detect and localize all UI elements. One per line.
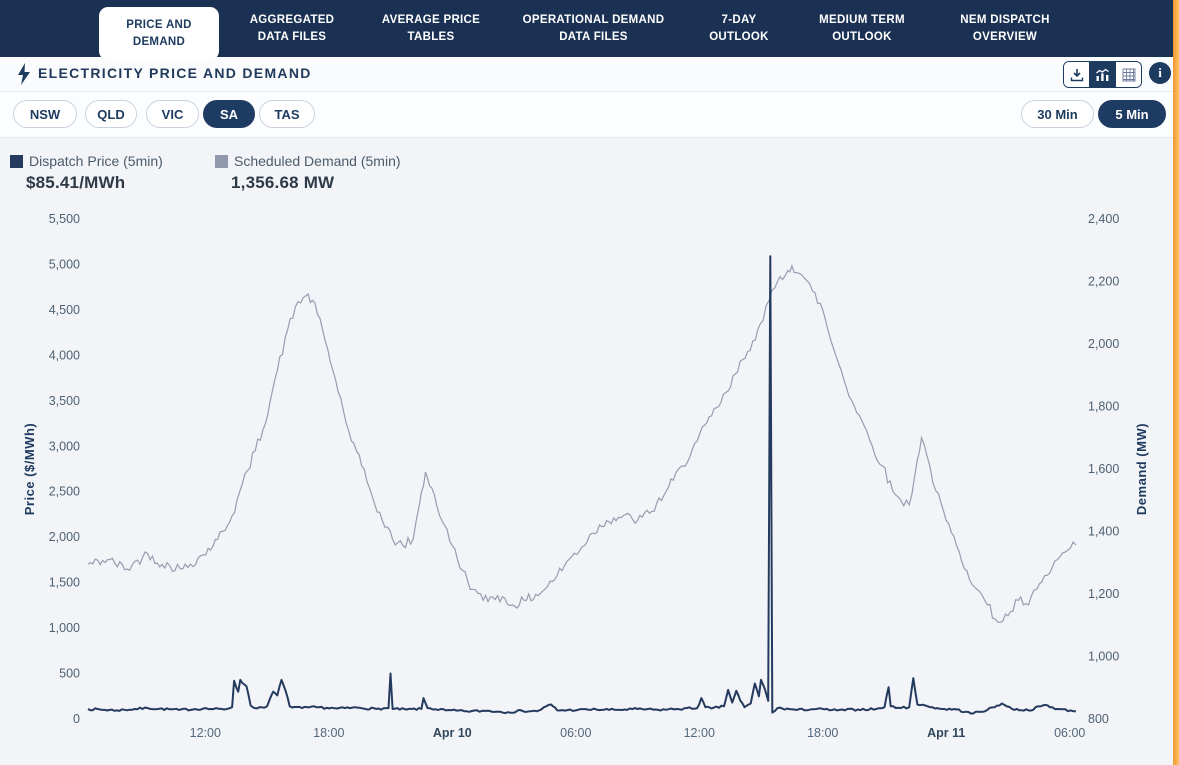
demand-axis-tick: 2,200 [1088, 275, 1119, 289]
price-current-value: $85.41/MWh [26, 173, 126, 192]
chart-icon [1096, 68, 1109, 81]
view-toggle-group [1063, 61, 1142, 88]
tab-label: NEM DISPATCH [960, 14, 1050, 27]
table-grid-icon [1122, 68, 1135, 81]
x-axis-tick: Apr 10 [433, 726, 472, 740]
lightning-bolt-icon [18, 63, 30, 85]
tab-label: AGGREGATED [249, 14, 335, 27]
price-line [87, 255, 1076, 715]
price-legend-label: Dispatch Price (5min) [29, 153, 163, 169]
region-label: SA [219, 106, 239, 122]
tab-operational-demand-data-files[interactable]: OPERATIONAL DEMAND DATA FILES [506, 0, 681, 57]
price-axis-tick: 5,500 [49, 212, 80, 226]
price-axis-tick: 0 [73, 712, 80, 726]
demand-axis-tick: 1,800 [1088, 400, 1119, 414]
price-axis-tick: 2,500 [49, 485, 80, 499]
demand-axis-tick: 1,000 [1088, 650, 1119, 664]
region-label: NSW [29, 106, 61, 122]
price-axis-tick: 4,000 [49, 348, 80, 362]
price-axis-tick: 3,000 [49, 439, 80, 453]
region-button-sa[interactable]: SA [203, 100, 255, 128]
demand-current-value: 1,356.68 MW [231, 173, 335, 192]
tab-label: TABLES [407, 30, 455, 43]
interval-label: 30 Min [1037, 106, 1078, 122]
demand-line [87, 264, 1077, 623]
interval-button-5min[interactable]: 5 Min [1098, 100, 1166, 128]
page-header: ELECTRICITY PRICE AND DEMAND [0, 57, 1179, 92]
price-axis-tick: 2,000 [49, 530, 80, 544]
demand-axis-tick: 800 [1088, 712, 1109, 726]
tab-label: DEMAND [132, 35, 186, 48]
tab-label: MEDIUM TERM [819, 14, 905, 27]
x-axis-tick: 18:00 [807, 726, 838, 740]
demand-axis-tick: 2,000 [1088, 337, 1119, 351]
price-axis-tick: 5,000 [49, 257, 80, 271]
download-icon [1070, 68, 1083, 81]
price-axis-tick: 500 [59, 667, 80, 681]
tab-label: AVERAGE PRICE [381, 14, 481, 27]
tab-label: 7-DAY [721, 14, 757, 27]
tab-label: OVERVIEW [972, 30, 1038, 43]
info-button[interactable]: i [1149, 62, 1171, 84]
controls-row: NSW QLD VIC SA TAS 30 Min 5 Min [0, 92, 1179, 138]
demand-swatch [215, 154, 228, 168]
demand-axis-tick: 2,400 [1088, 212, 1119, 226]
region-button-tas[interactable]: TAS [259, 100, 315, 128]
tab-aggregated-data-files[interactable]: AGGREGATED DATA FILES [227, 0, 357, 57]
tab-label: OUTLOOK [832, 30, 892, 43]
x-axis-tick: 06:00 [560, 726, 591, 740]
legend-demand: Scheduled Demand (5min) 1,356.68 MW [215, 153, 401, 193]
price-axis-tick: 1,000 [49, 621, 80, 635]
tab-average-price-tables[interactable]: AVERAGE PRICE TABLES [366, 0, 496, 57]
info-icon: i [1158, 65, 1162, 80]
x-axis-tick: 12:00 [684, 726, 715, 740]
price-axis-tick: 1,500 [49, 576, 80, 590]
region-button-qld[interactable]: QLD [85, 100, 137, 128]
x-axis-tick: 12:00 [190, 726, 221, 740]
region-label: VIC [161, 106, 184, 122]
tab-label: DATA FILES [559, 30, 628, 43]
tab-medium-term-outlook[interactable]: MEDIUM TERM OUTLOOK [802, 0, 922, 57]
demand-axis-tick: 1,200 [1088, 587, 1119, 601]
price-axis-title: Price ($/MWh) [22, 423, 37, 515]
price-swatch [10, 154, 23, 168]
tab-label: DATA FILES [257, 30, 327, 43]
region-button-vic[interactable]: VIC [146, 100, 199, 128]
download-button[interactable] [1064, 62, 1090, 87]
demand-axis-title: Demand (MW) [1134, 423, 1149, 515]
interval-label: 5 Min [1115, 106, 1149, 122]
tab-nem-dispatch-overview[interactable]: NEM DISPATCH OVERVIEW [935, 0, 1075, 57]
x-axis-tick: 06:00 [1054, 726, 1085, 740]
region-button-nsw[interactable]: NSW [13, 100, 77, 128]
region-label: QLD [97, 106, 125, 122]
demand-axis-tick: 1,400 [1088, 525, 1119, 539]
chart-view-button[interactable] [1090, 62, 1116, 87]
interval-button-30min[interactable]: 30 Min [1021, 100, 1094, 128]
tab-price-and-demand[interactable]: PRICE AND DEMAND [99, 7, 219, 60]
x-axis-tick: Apr 11 [927, 726, 965, 740]
legend-price: Dispatch Price (5min) $85.41/MWh [10, 153, 163, 193]
price-axis-tick: 3,500 [49, 394, 80, 408]
tab-label: PRICE AND [126, 19, 192, 32]
page-title: ELECTRICITY PRICE AND DEMAND [38, 65, 312, 81]
demand-legend-label: Scheduled Demand (5min) [234, 153, 401, 169]
scrollbar[interactable] [1173, 0, 1179, 765]
tab-7-day-outlook[interactable]: 7-DAY OUTLOOK [689, 0, 789, 57]
region-label: TAS [274, 106, 300, 122]
tab-label: OUTLOOK [709, 30, 769, 43]
table-view-button[interactable] [1116, 62, 1141, 87]
price-axis-tick: 4,500 [49, 303, 80, 317]
tab-label: OPERATIONAL DEMAND [522, 14, 665, 27]
top-nav-bar: PRICE AND DEMAND AGGREGATED DATA FILES AVE… [0, 0, 1179, 60]
demand-axis-tick: 1,600 [1088, 462, 1119, 476]
x-axis-tick: 18:00 [313, 726, 344, 740]
